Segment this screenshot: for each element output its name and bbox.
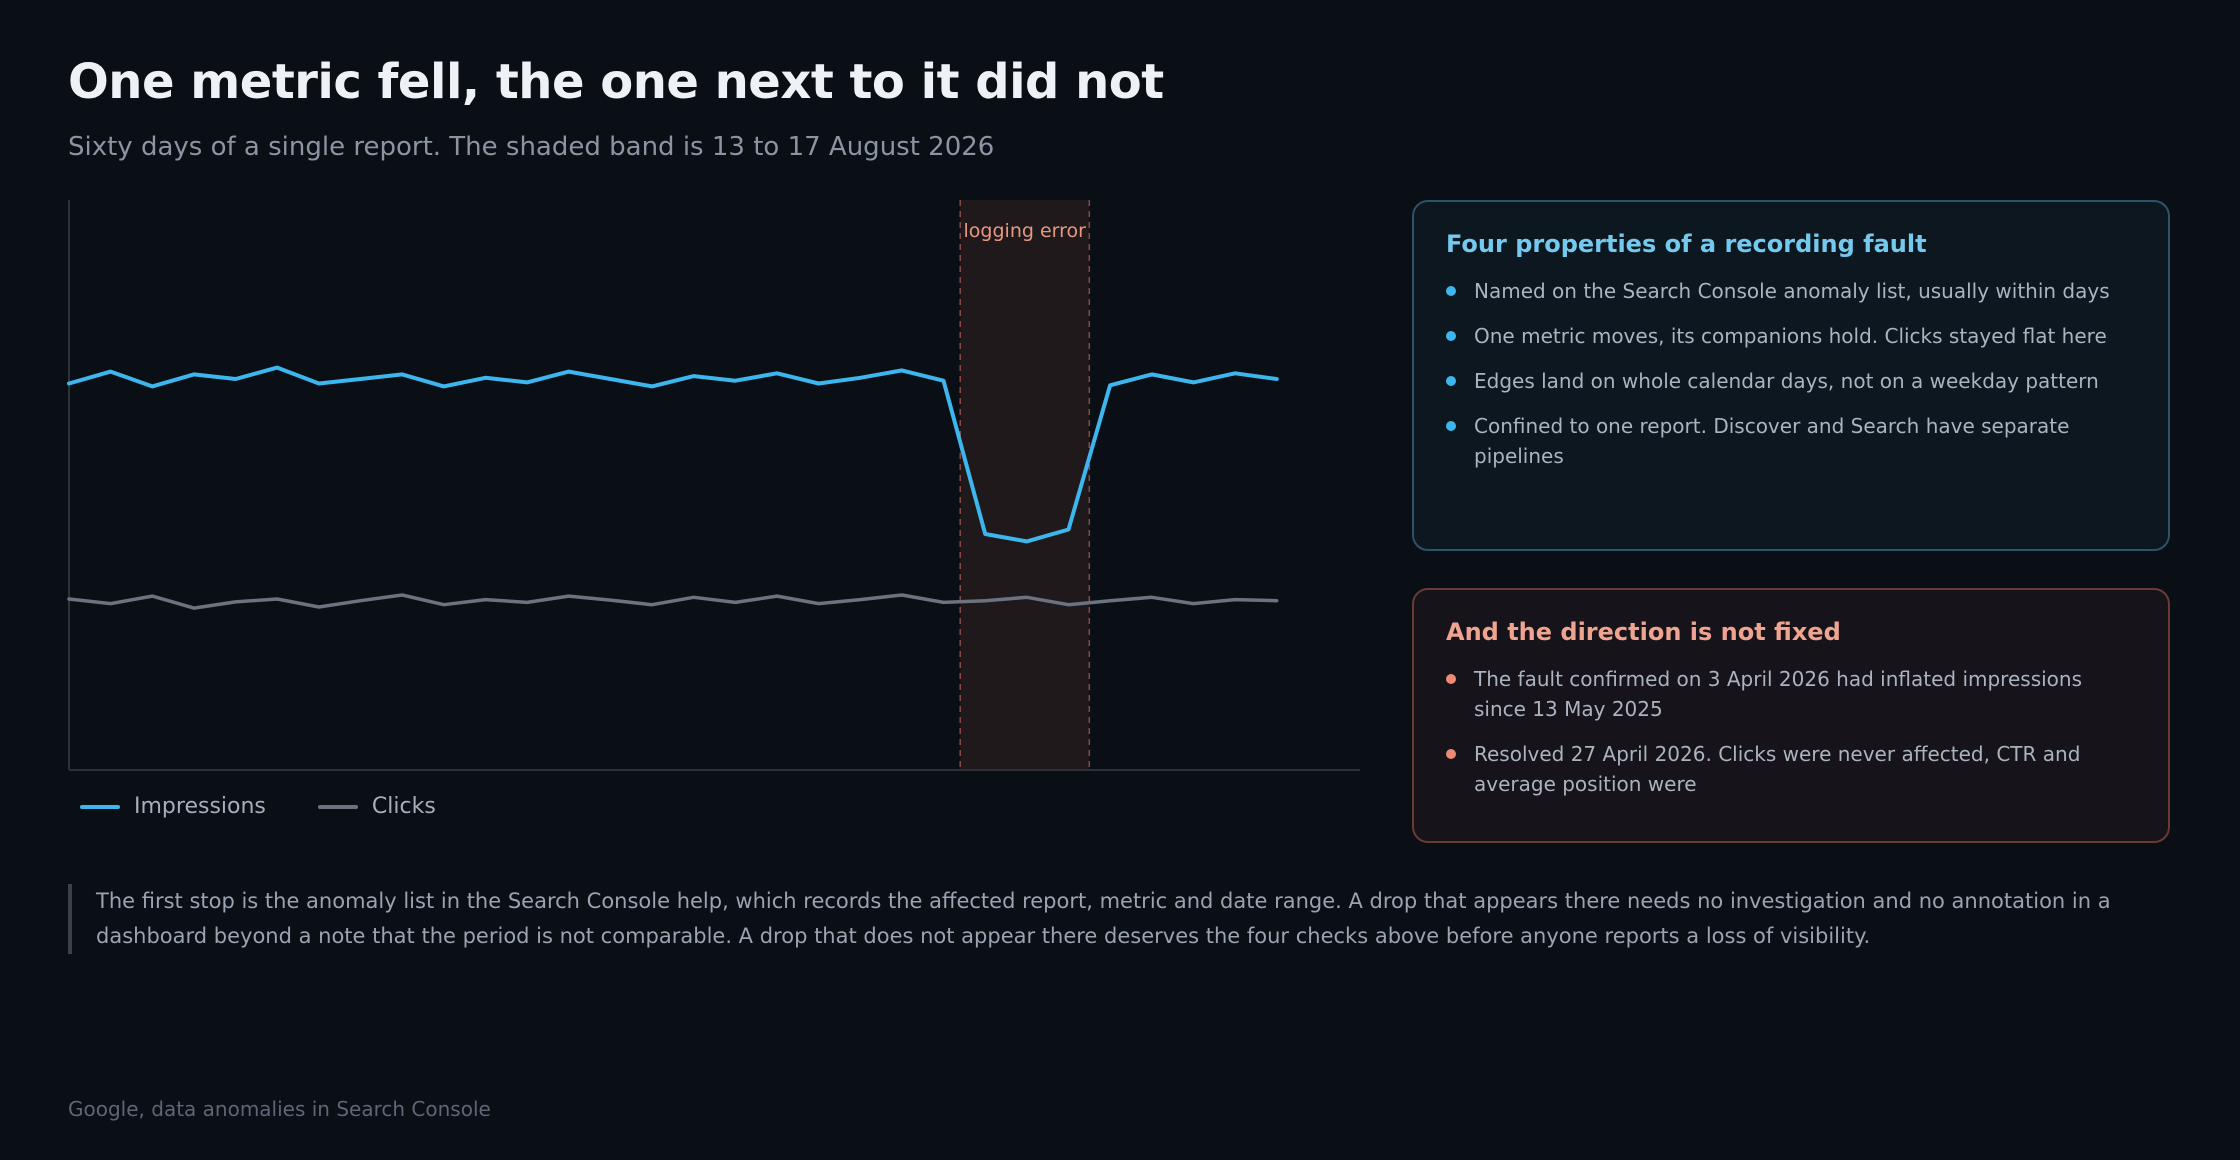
- direction-list: The fault confirmed on 3 April 2026 had …: [1446, 664, 2136, 799]
- series-line-impressions: [67, 365, 1279, 544]
- legend-label-impressions: Impressions: [134, 794, 266, 819]
- direction-card-title: And the direction is not fixed: [1446, 618, 1841, 646]
- source-citation: Google, data anomalies in Search Console: [68, 1097, 491, 1121]
- chart-legend: Impressions Clicks: [80, 794, 436, 819]
- properties-list: Named on the Search Console anomaly list…: [1446, 276, 2136, 471]
- properties-list-item: Edges land on whole calendar days, not o…: [1446, 366, 2136, 396]
- annotation-label: logging error: [964, 220, 1087, 242]
- page-title: One metric fell, the one next to it did …: [68, 54, 1164, 110]
- properties-list-item: Confined to one report. Discover and Sea…: [1446, 411, 2136, 471]
- legend-label-clicks: Clicks: [371, 794, 436, 819]
- legend-swatch-clicks: [317, 804, 358, 809]
- series-line-clicks: [67, 593, 1279, 610]
- explanatory-note: The first stop is the anomaly list in th…: [68, 884, 2168, 954]
- legend-item-impressions: Impressions: [80, 794, 266, 819]
- legend-swatch-impressions: [80, 804, 120, 809]
- properties-list-item: Named on the Search Console anomaly list…: [1446, 276, 2136, 306]
- legend-item-clicks: Clicks: [317, 794, 436, 819]
- annotation-band: [960, 200, 1090, 770]
- line-chart: logging error: [67, 200, 1360, 771]
- direction-list-item: Resolved 27 April 2026. Clicks were neve…: [1446, 739, 2136, 799]
- direction-list-item: The fault confirmed on 3 April 2026 had …: [1446, 664, 2136, 724]
- properties-list-item: One metric moves, its companions hold. C…: [1446, 321, 2136, 351]
- properties-card-title: Four properties of a recording fault: [1446, 230, 1927, 258]
- properties-card: Four properties of a recording fault Nam…: [1412, 200, 2170, 551]
- direction-card: And the direction is not fixed The fault…: [1412, 588, 2170, 843]
- page-subtitle: Sixty days of a single report. The shade…: [68, 132, 995, 162]
